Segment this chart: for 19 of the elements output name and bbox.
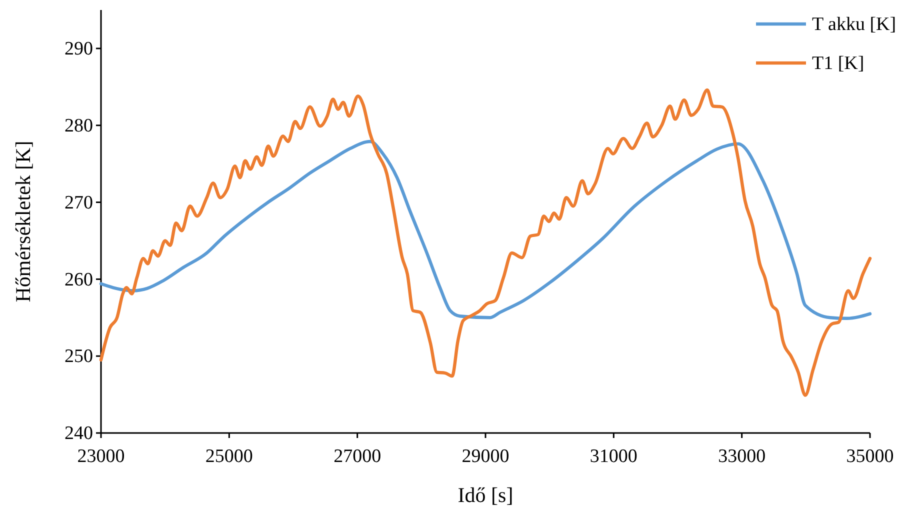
- legend-label: T1 [K]: [812, 53, 864, 74]
- x-tick-label: 33000: [718, 446, 766, 467]
- y-tick-label: 270: [64, 192, 93, 214]
- y-tick-label: 250: [64, 346, 93, 368]
- x-tick-label: 29000: [462, 446, 510, 467]
- y-tick-label: 240: [64, 423, 93, 444]
- x-tick-label: 25000: [205, 446, 253, 467]
- x-axis-title: Idő [s]: [458, 483, 514, 507]
- line-series: [99, 140, 872, 320]
- x-tick-label: 31000: [590, 446, 638, 467]
- x-tick-label: 27000: [334, 446, 382, 467]
- legend-label: T akku [K]: [812, 14, 896, 35]
- y-tick-label: 290: [64, 38, 93, 60]
- y-tick-label: 260: [64, 269, 93, 290]
- x-tick-label: 23000: [77, 446, 125, 467]
- y-axis-title: Hőmérsékletek [K]: [11, 140, 35, 302]
- line-series: [99, 88, 872, 397]
- y-tick-label: 280: [64, 115, 93, 136]
- x-tick-label: 35000: [846, 446, 894, 467]
